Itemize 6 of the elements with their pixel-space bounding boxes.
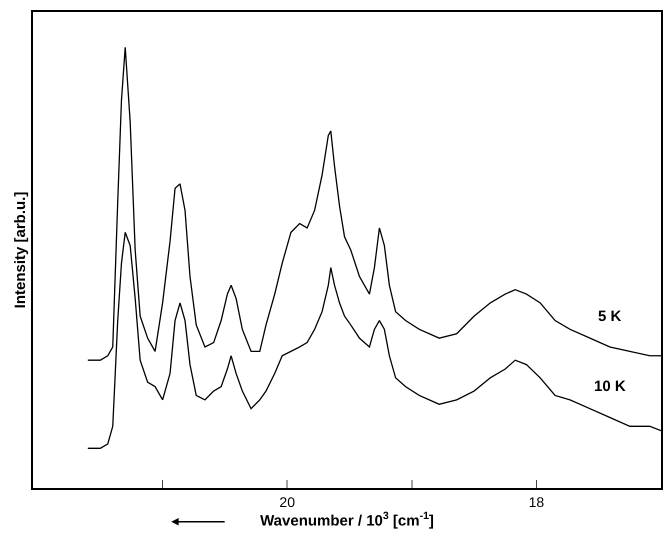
x-tick-label: 18 [528, 494, 544, 510]
x-axis-title: Wavenumber / 10$^{3}$ [cm$^{-1}$] [260, 510, 434, 530]
series-label: 5 K [598, 308, 622, 325]
x-tick-label: 20 [279, 494, 296, 510]
y-axis-title: Intensity [arb.u.] [12, 192, 29, 308]
series-label: 10 K [594, 378, 626, 395]
